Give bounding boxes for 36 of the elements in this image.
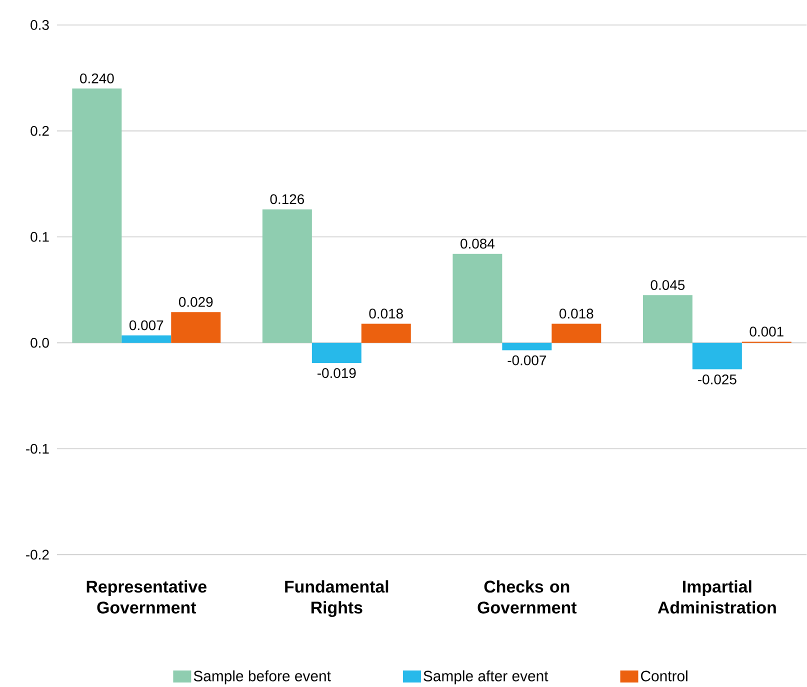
bar [72, 88, 122, 343]
data-label: 0.126 [270, 194, 304, 204]
x-tick-label: Checks on Government [478, 580, 577, 614]
legend-label: Sample after event [424, 670, 548, 684]
bar [552, 324, 602, 343]
data-label: 0.018 [559, 308, 594, 319]
y-tick-label: 0.0 [30, 338, 49, 348]
data-label: 0.084 [460, 238, 494, 249]
data-label: -0.025 [698, 374, 736, 385]
bar [312, 342, 362, 364]
bar [502, 342, 552, 350]
y-tick-label: -0.2 [26, 550, 49, 560]
bar [122, 336, 172, 343]
x-tick-label: Fundamental Rights [285, 580, 388, 618]
data-label: 0.240 [80, 74, 114, 84]
data-label: -0.007 [508, 356, 546, 366]
y-tick-label: 0.2 [30, 126, 49, 136]
data-label: 0.018 [369, 308, 403, 319]
bar [361, 324, 411, 343]
y-tick-label: 0.1 [30, 232, 49, 242]
data-label: 0.045 [650, 280, 685, 290]
x-tick-label: Representative Government [86, 580, 206, 614]
bar [452, 254, 502, 343]
legend-label: Sample before event [194, 670, 331, 684]
bar [171, 312, 221, 343]
data-label: 0.029 [178, 297, 213, 308]
data-label: -0.019 [318, 368, 356, 378]
x-tick-label: Impartial Administration [658, 580, 776, 614]
bar [692, 342, 742, 370]
bar [262, 209, 312, 343]
data-label: 0.007 [130, 320, 164, 330]
bar [642, 295, 692, 343]
data-label: 0.001 [750, 326, 784, 337]
legend-label: Control [641, 670, 688, 682]
y-tick-label: 0.3 [30, 20, 49, 30]
y-tick-label: -0.1 [26, 444, 49, 454]
